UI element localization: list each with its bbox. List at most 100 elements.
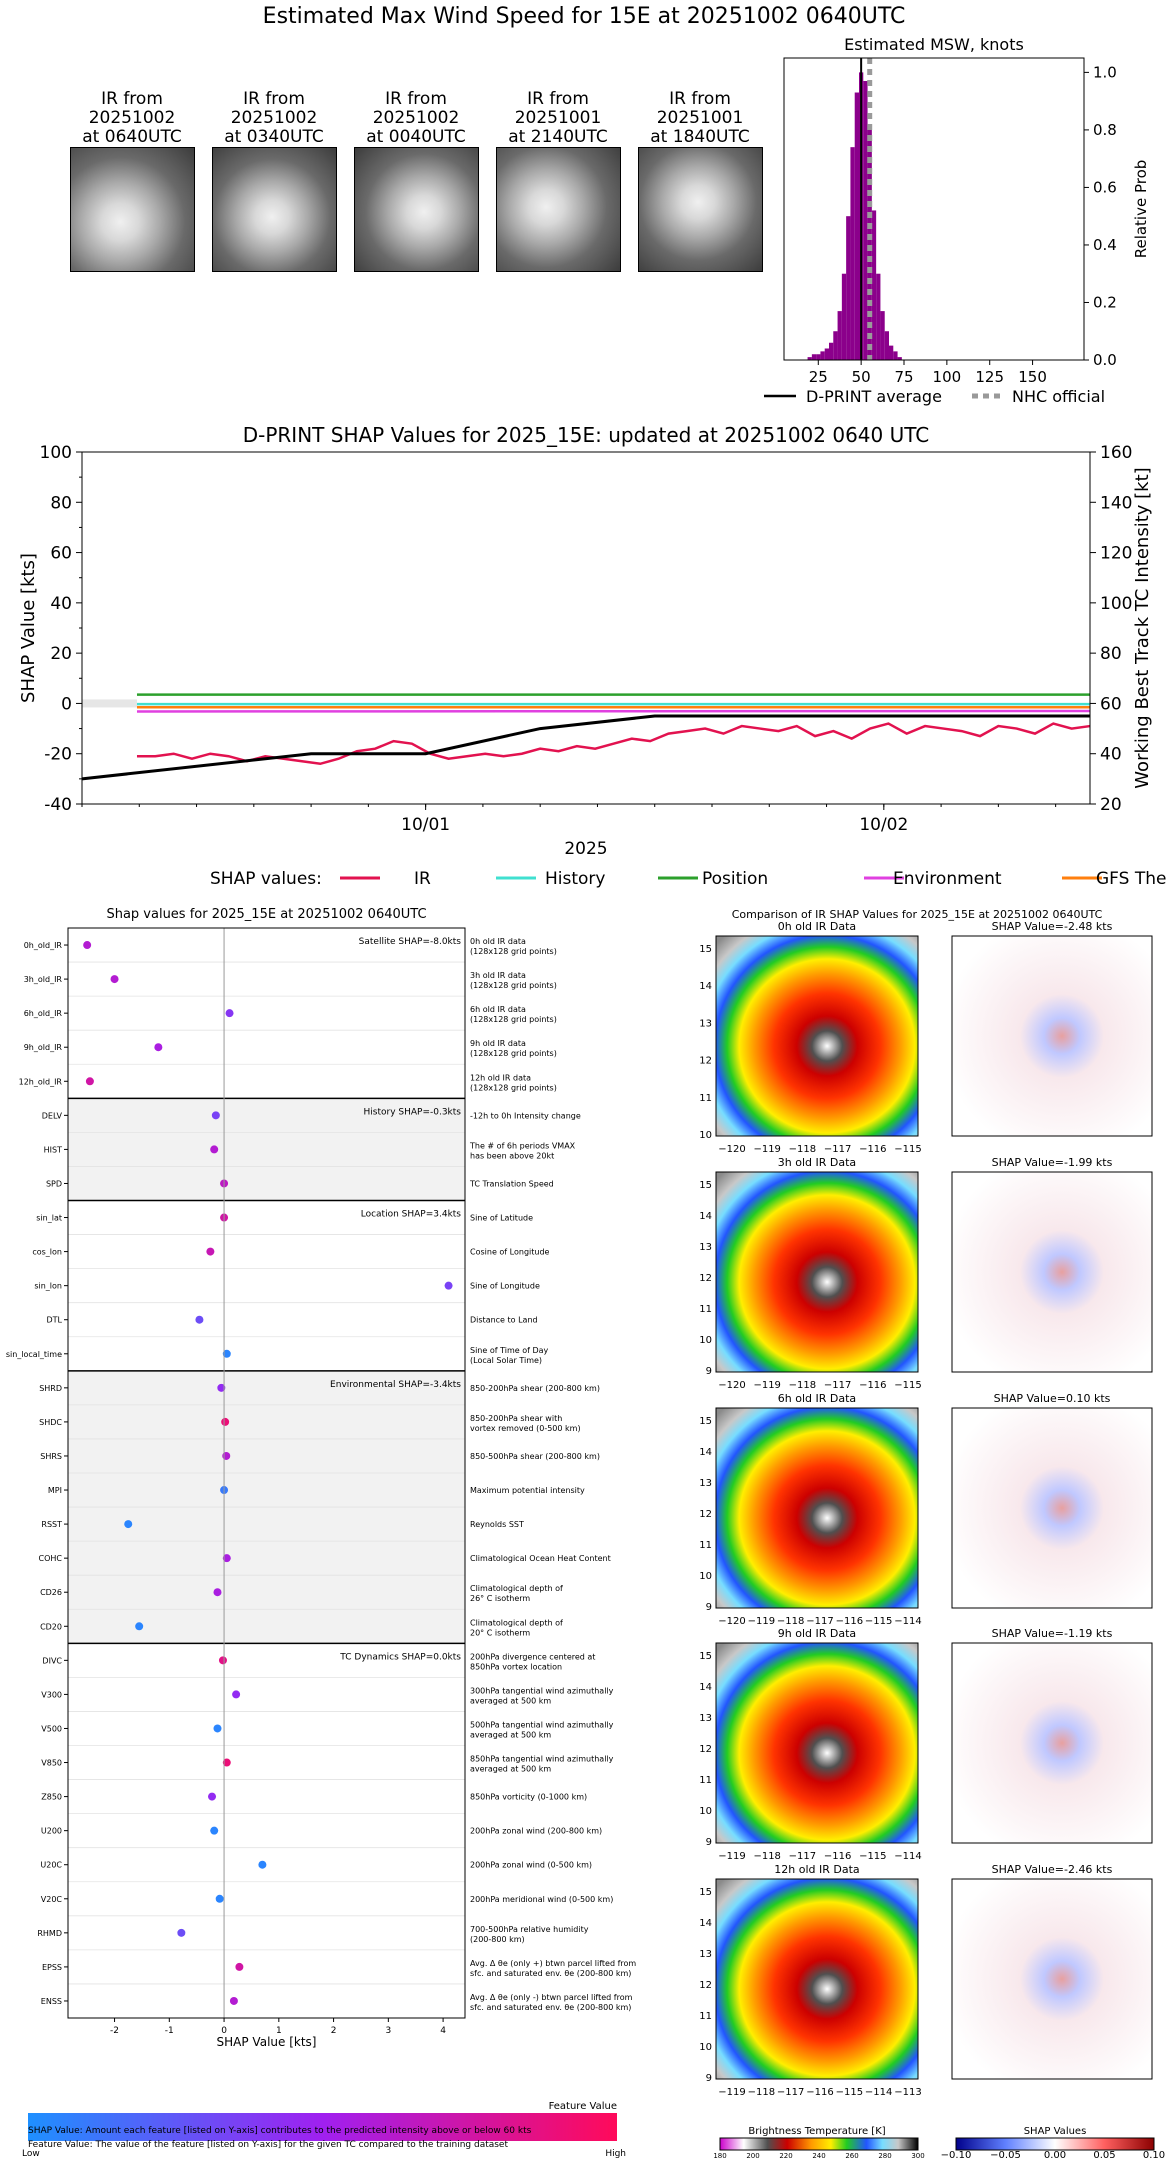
feature-name: sin_lat <box>36 1214 62 1223</box>
ir-y-tick-label: 10 <box>699 1806 712 1817</box>
feature-name: MPI <box>48 1486 62 1495</box>
thumbnail-label-line: at 0340UTC <box>224 127 324 147</box>
feature-description: 850hPa vortex location <box>470 1662 562 1671</box>
histogram-bar <box>846 216 851 360</box>
y-tick-label: -20 <box>44 745 72 765</box>
feature-description: sfc. and saturated env. θe (200-800 km) <box>470 1969 631 1978</box>
feature-description: Maximum potential intensity <box>470 1486 585 1495</box>
y-tick-label: 40 <box>50 594 72 614</box>
x-tick-label: 100 <box>933 368 962 386</box>
y-tick-label: 0 <box>61 694 72 714</box>
feature-description: (128x128 grid points) <box>470 1083 557 1092</box>
zero-band <box>82 699 137 708</box>
feature-point <box>217 1383 226 1392</box>
ir-y-tick-label: 9 <box>706 2073 712 2084</box>
thumbnail-label-line: IR from <box>385 89 447 109</box>
feature-description: Cosine of Longitude <box>470 1248 550 1257</box>
feature-description: (Local Solar Time) <box>470 1356 542 1365</box>
y-axis-label: Relative Prob <box>1132 160 1150 259</box>
feature-description: 12h old IR data <box>470 1073 531 1082</box>
feature-name: cos_lon <box>32 1248 62 1257</box>
y-tick-label: 0.8 <box>1093 121 1117 139</box>
y-tick-label: 0.6 <box>1093 178 1117 196</box>
feature-point <box>85 1077 94 1086</box>
shap-colorbar <box>955 2137 1155 2151</box>
msw-histogram: Estimated MSW, knots 25 50 75 100 125 150 0.0 0.… <box>764 35 1150 406</box>
x-tick-label: 75 <box>894 368 913 386</box>
ir-y-tick-label: 14 <box>699 1918 712 1929</box>
feature-name: ENSS <box>41 1997 62 2006</box>
feature-description: The # of 6h periods VMAX <box>469 1141 576 1150</box>
ir-x-tick-label: −119 <box>718 1851 745 1862</box>
feature-name: DIVC <box>42 1656 62 1665</box>
feature-name: V850 <box>41 1759 62 1768</box>
bt-colorbar-title: Brightness Temperature [K] <box>748 2126 885 2137</box>
shap-image-panel <box>951 1878 1153 2080</box>
ir-panel-title: 9h old IR Data <box>778 1627 856 1640</box>
feature-name: sin_local_time <box>6 1350 62 1359</box>
x-tick-label: 0 <box>221 2026 227 2036</box>
ir-x-tick-label: −117 <box>777 2087 804 2098</box>
feature-name: 9h_old_IR <box>24 1043 63 1052</box>
ir-x-tick-label: −116 <box>836 1616 863 1627</box>
thumbnail-label-line: IR from <box>101 89 163 109</box>
shap-colorbar-tick: 0.00 <box>1044 2150 1066 2158</box>
shap-panel-title: SHAP Value=-2.46 kts <box>992 1863 1113 1876</box>
ir-thumbnail-image <box>638 147 763 272</box>
ir-x-tick-label: −117 <box>806 1616 833 1627</box>
thumbnail-label-line: at 0640UTC <box>82 127 182 147</box>
ir-y-tick-label: 11 <box>699 2011 712 2022</box>
colorbar-title: Feature Value <box>549 2101 617 2112</box>
shap-timeseries-chart: D-PRINT SHAP Values for 2025_15E: update… <box>18 423 1168 888</box>
ir-x-tick-label: −118 <box>748 2087 775 2098</box>
ir-y-tick-label: 11 <box>699 1775 712 1786</box>
ir-image-panel <box>715 1171 919 1373</box>
bt-colorbar-tick: 300 <box>911 2152 924 2158</box>
feature-description: 200hPa zonal wind (0-500 km) <box>470 1861 592 1870</box>
ir-x-tick-label: −116 <box>859 1144 886 1155</box>
ir-x-tick-label: −115 <box>865 1616 892 1627</box>
ir-x-tick-label: −117 <box>824 1144 851 1155</box>
shap-panel-title: SHAP Value=-2.48 kts <box>992 920 1113 933</box>
feature-name: 0h_old_IR <box>24 941 63 950</box>
ir-y-tick-label: 14 <box>699 1211 712 1222</box>
feature-point <box>218 1656 227 1665</box>
ir-y-tick-label: 12 <box>699 1273 712 1284</box>
ir-x-tick-label: −118 <box>789 1380 816 1391</box>
series-line-environment <box>136 709 1091 713</box>
thumbnail-label-line: at 2140UTC <box>508 127 608 147</box>
ir-y-tick-label: 15 <box>699 1180 712 1191</box>
ir-x-tick-label: −115 <box>859 1851 886 1862</box>
feature-description: 26° C isotherm <box>470 1594 530 1603</box>
histogram-bar <box>820 351 825 360</box>
feature-description: TC Translation Speed <box>469 1179 554 1188</box>
ir-y-tick-label: 15 <box>699 1887 712 1898</box>
ir-image-panel <box>715 1878 919 2080</box>
feature-point <box>210 1145 219 1154</box>
ir-thumbnail-image <box>212 147 337 272</box>
legend-label: Environment <box>893 869 1002 888</box>
feature-description: (128x128 grid points) <box>470 981 557 990</box>
feature-name: COHC <box>39 1554 63 1563</box>
shap-colorbar-tick: −0.05 <box>990 2150 1021 2158</box>
x-tick-label: 10/02 <box>859 815 908 835</box>
ir-x-tick-label: −115 <box>836 2087 863 2098</box>
feature-description: has been above 20kt <box>470 1151 554 1160</box>
y2-tick-label: 120 <box>1100 544 1132 564</box>
ir-x-tick-label: −118 <box>777 1616 804 1627</box>
histogram-bar <box>841 273 847 360</box>
x-tick-label: -2 <box>110 2026 119 2036</box>
y2-tick-label: 140 <box>1100 493 1132 513</box>
feature-point <box>135 1622 144 1631</box>
feature-name: V20C <box>41 1895 63 1904</box>
feature-description: (128x128 grid points) <box>470 1049 557 1058</box>
feature-description: averaged at 500 km <box>470 1696 551 1705</box>
ir-image-panel <box>715 935 919 1137</box>
timeseries-frame <box>81 451 1091 805</box>
ir-x-tick-label: −114 <box>865 2087 892 2098</box>
feature-name: DTL <box>46 1316 62 1325</box>
group-shading <box>68 1098 465 1201</box>
histogram-bar <box>807 357 812 360</box>
feature-description: Avg. Δ θe (only -) btwn parcel lifted fr… <box>470 1993 633 2002</box>
ir-x-tick-label: −115 <box>894 1144 921 1155</box>
